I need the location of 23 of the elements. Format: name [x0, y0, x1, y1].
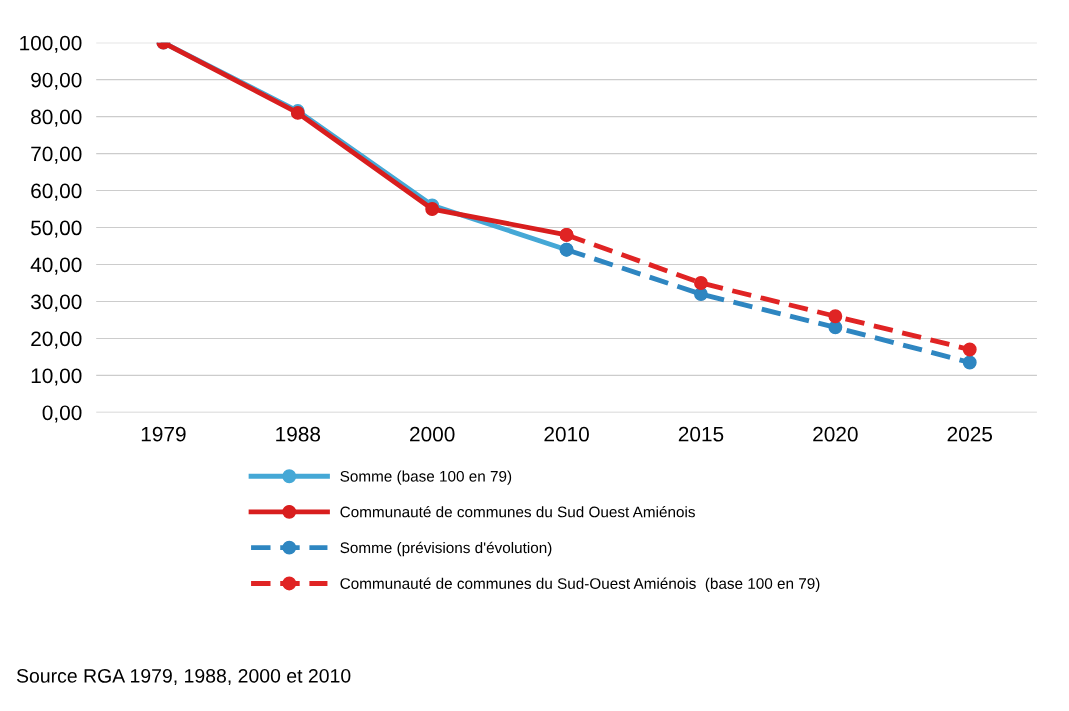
y-tick-label: 30,00: [30, 294, 82, 312]
y-tick-label: 40,00: [30, 257, 82, 275]
y-tick-label: 60,00: [31, 183, 82, 201]
x-tick-label: 2020: [813, 426, 858, 442]
y-tick-label: 50,00: [31, 220, 82, 238]
legend-label: Communauté de communes du Sud Ouest Amiénois: [340, 505, 695, 518]
x-tick-label: 2000: [410, 426, 455, 442]
y-tick-label: 100,00: [20, 35, 82, 53]
y-tick-label: 0,00: [42, 405, 82, 423]
x-tick-label: 2025: [947, 426, 993, 442]
x-tick-label: 1979: [141, 426, 186, 442]
x-tick-label: 2015: [678, 426, 724, 442]
x-tick-label: 2010: [544, 426, 589, 442]
source-note: Source RGA 1979, 1988, 2000 et 2010: [16, 668, 351, 686]
y-tick-label: 70,00: [31, 146, 82, 164]
legend-label: Somme (prévisions d'évolution): [340, 541, 552, 557]
x-tick-label: 1988: [276, 426, 321, 442]
y-tick-label: 10,00: [31, 368, 82, 386]
y-tick-label: 20,00: [31, 331, 82, 349]
y-tick-label: 90,00: [31, 72, 82, 90]
legend-label: Somme (base 100 en 79): [340, 470, 512, 485]
legend-label: Communauté de communes du Sud-Ouest Amiénois (base 100 en 79): [340, 577, 820, 592]
y-tick-label: 80,00: [31, 109, 82, 127]
